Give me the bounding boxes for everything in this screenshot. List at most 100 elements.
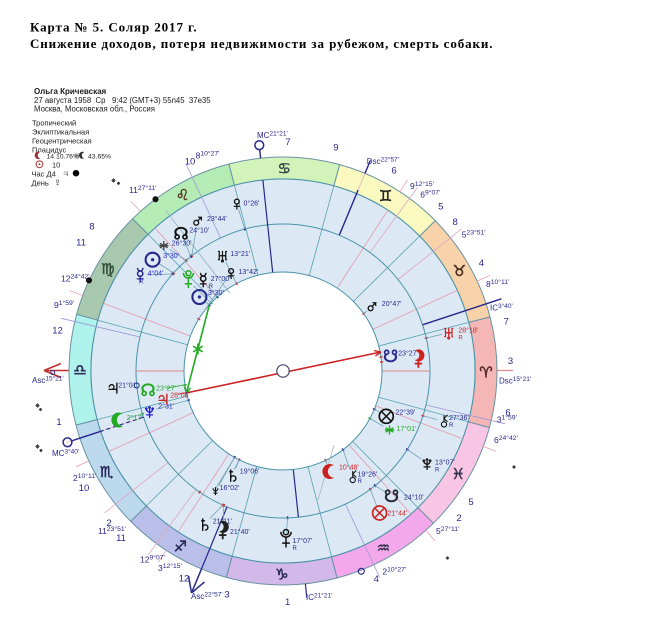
svg-text:31°59': 31°59' <box>497 414 517 425</box>
svg-text:♏︎: ♏︎ <box>100 464 113 481</box>
svg-text:♂︎: ♂︎ <box>190 211 205 233</box>
svg-text:10: 10 <box>79 483 90 494</box>
svg-text:14 10.76%: 14 10.76% <box>47 153 80 160</box>
svg-text:1224°42': 1224°42' <box>61 273 90 284</box>
svg-text:91°59': 91°59' <box>54 299 74 310</box>
svg-text:♐︎: ♐︎ <box>174 539 187 556</box>
svg-text:10: 10 <box>52 160 60 169</box>
svg-text:13°07': 13°07' <box>435 459 455 467</box>
svg-text:1123°51': 1123°51' <box>98 525 126 536</box>
svg-text:♈︎: ♈︎ <box>479 365 492 382</box>
svg-text:♑︎: ♑︎ <box>275 566 288 583</box>
svg-text:5: 5 <box>438 202 443 213</box>
svg-text:210°27': 210°27' <box>382 566 406 577</box>
svg-text:♉︎: ♉︎ <box>453 263 466 280</box>
svg-text:129°07': 129°07' <box>140 554 165 565</box>
svg-text:22°39': 22°39' <box>396 409 416 417</box>
svg-text:912°15': 912°15' <box>410 180 434 191</box>
svg-text:♃︎: ♃︎ <box>156 388 171 410</box>
svg-text:MC21°21': MC21°21' <box>257 130 288 141</box>
svg-text:312°15': 312°15' <box>158 562 182 573</box>
svg-text:28°06': 28°06' <box>170 392 190 400</box>
svg-text:23°27': 23°27' <box>398 349 418 357</box>
svg-text:♊︎: ♊︎ <box>379 188 392 205</box>
svg-text:69°07': 69°07' <box>420 189 440 200</box>
svg-text:R: R <box>358 479 363 485</box>
svg-text:8: 8 <box>89 221 94 232</box>
svg-text:☿︎: ☿︎ <box>132 263 149 288</box>
svg-text:13°42': 13°42' <box>239 268 259 276</box>
svg-text:☿︎: ☿︎ <box>54 178 62 189</box>
svg-text:23°44': 23°44' <box>207 215 227 223</box>
svg-text:2°31': 2°31' <box>158 403 174 411</box>
svg-text:☋︎: ☋︎ <box>383 347 398 366</box>
svg-text:♆︎: ♆︎ <box>419 451 436 476</box>
svg-text:8: 8 <box>452 217 457 228</box>
svg-text:♃︎: ♃︎ <box>106 377 121 399</box>
svg-text:523°51': 523°51' <box>462 229 486 240</box>
svg-text:43.65%: 43.65% <box>88 153 111 160</box>
svg-text:0°26': 0°26' <box>244 200 260 208</box>
svg-text:1: 1 <box>56 417 61 428</box>
svg-text:1127°11': 1127°11' <box>129 184 156 195</box>
svg-text:12: 12 <box>179 574 190 585</box>
svg-text:21°40': 21°40' <box>230 528 250 536</box>
svg-text:4: 4 <box>374 574 379 585</box>
svg-text:19°26': 19°26' <box>358 471 378 479</box>
svg-text:Плацидус: Плацидус <box>32 146 66 155</box>
svg-text:Геоцентрическая: Геоцентрическая <box>32 137 92 146</box>
svg-text:Эклиптикальная: Эклиптикальная <box>32 128 89 137</box>
svg-text:♎︎: ♎︎ <box>73 362 86 379</box>
svg-text:7: 7 <box>285 137 290 148</box>
svg-text:24°10': 24°10' <box>189 226 209 234</box>
svg-text:7: 7 <box>504 317 509 328</box>
svg-text:27°00': 27°00' <box>211 275 231 283</box>
svg-text:☊︎: ☊︎ <box>173 225 188 244</box>
svg-text:День: День <box>32 178 49 187</box>
svg-text:19°06': 19°06' <box>240 468 260 476</box>
svg-text:210°11': 210°11' <box>73 472 96 483</box>
svg-text:10°48': 10°48' <box>339 464 359 472</box>
svg-text:☿︎: ☿︎ <box>195 268 212 293</box>
svg-text:26°30': 26°30' <box>172 239 192 247</box>
svg-text:♓︎: ♓︎ <box>451 466 464 483</box>
svg-text:♀︎: ♀︎ <box>224 263 239 285</box>
svg-text:24°10': 24°10' <box>404 494 424 502</box>
svg-text:IC21°21': IC21°21' <box>306 592 332 603</box>
svg-text:3°30': 3°30' <box>208 289 224 297</box>
svg-text:Тропический: Тропический <box>32 119 76 128</box>
svg-text:♅︎: ♅︎ <box>442 324 456 345</box>
svg-text:R: R <box>209 284 214 290</box>
svg-text:23°27': 23°27' <box>156 385 176 393</box>
svg-text:17°01': 17°01' <box>397 425 417 433</box>
svg-text:27°36': 27°36' <box>449 414 469 422</box>
svg-text:Ольга Кричевская: Ольга Кричевская <box>34 87 107 96</box>
svg-text:810°27': 810°27' <box>196 150 220 161</box>
svg-text:R: R <box>449 423 454 429</box>
svg-text:Dsc22°57': Dsc22°57' <box>367 156 399 167</box>
svg-text:Снижение доходов, потеря недви: Снижение доходов, потеря недвижимости за… <box>30 36 493 51</box>
svg-text:♂︎: ♂︎ <box>365 296 380 318</box>
svg-text:2: 2 <box>456 513 461 524</box>
svg-text:11: 11 <box>116 533 126 544</box>
svg-text:MC3°40': MC3°40' <box>52 448 79 459</box>
svg-text:R: R <box>139 280 144 286</box>
svg-text:Asc22°57': Asc22°57' <box>191 591 223 602</box>
svg-text:Asc15°21': Asc15°21' <box>32 375 64 386</box>
svg-text:☊︎: ☊︎ <box>140 381 155 400</box>
svg-text:28°18': 28°18' <box>458 326 478 334</box>
svg-text:♍︎: ♍︎ <box>101 261 114 278</box>
svg-text:♆︎: ♆︎ <box>141 399 158 424</box>
svg-text:10: 10 <box>185 156 196 167</box>
svg-text:Москва, Московская обл., Росси: Москва, Московская обл., Россия <box>34 104 155 113</box>
svg-text:♌︎: ♌︎ <box>176 187 189 204</box>
svg-text:624°42': 624°42' <box>494 434 518 445</box>
svg-text:12: 12 <box>52 326 63 337</box>
svg-text:☋︎: ☋︎ <box>384 487 399 506</box>
svg-text:527°11': 527°11' <box>436 525 459 536</box>
svg-text:17°07': 17°07' <box>293 537 313 545</box>
svg-text:11: 11 <box>76 237 86 248</box>
svg-text:♒︎: ♒︎ <box>377 540 390 557</box>
svg-text:R: R <box>293 546 298 552</box>
svg-text:2°17': 2°17' <box>127 414 143 422</box>
